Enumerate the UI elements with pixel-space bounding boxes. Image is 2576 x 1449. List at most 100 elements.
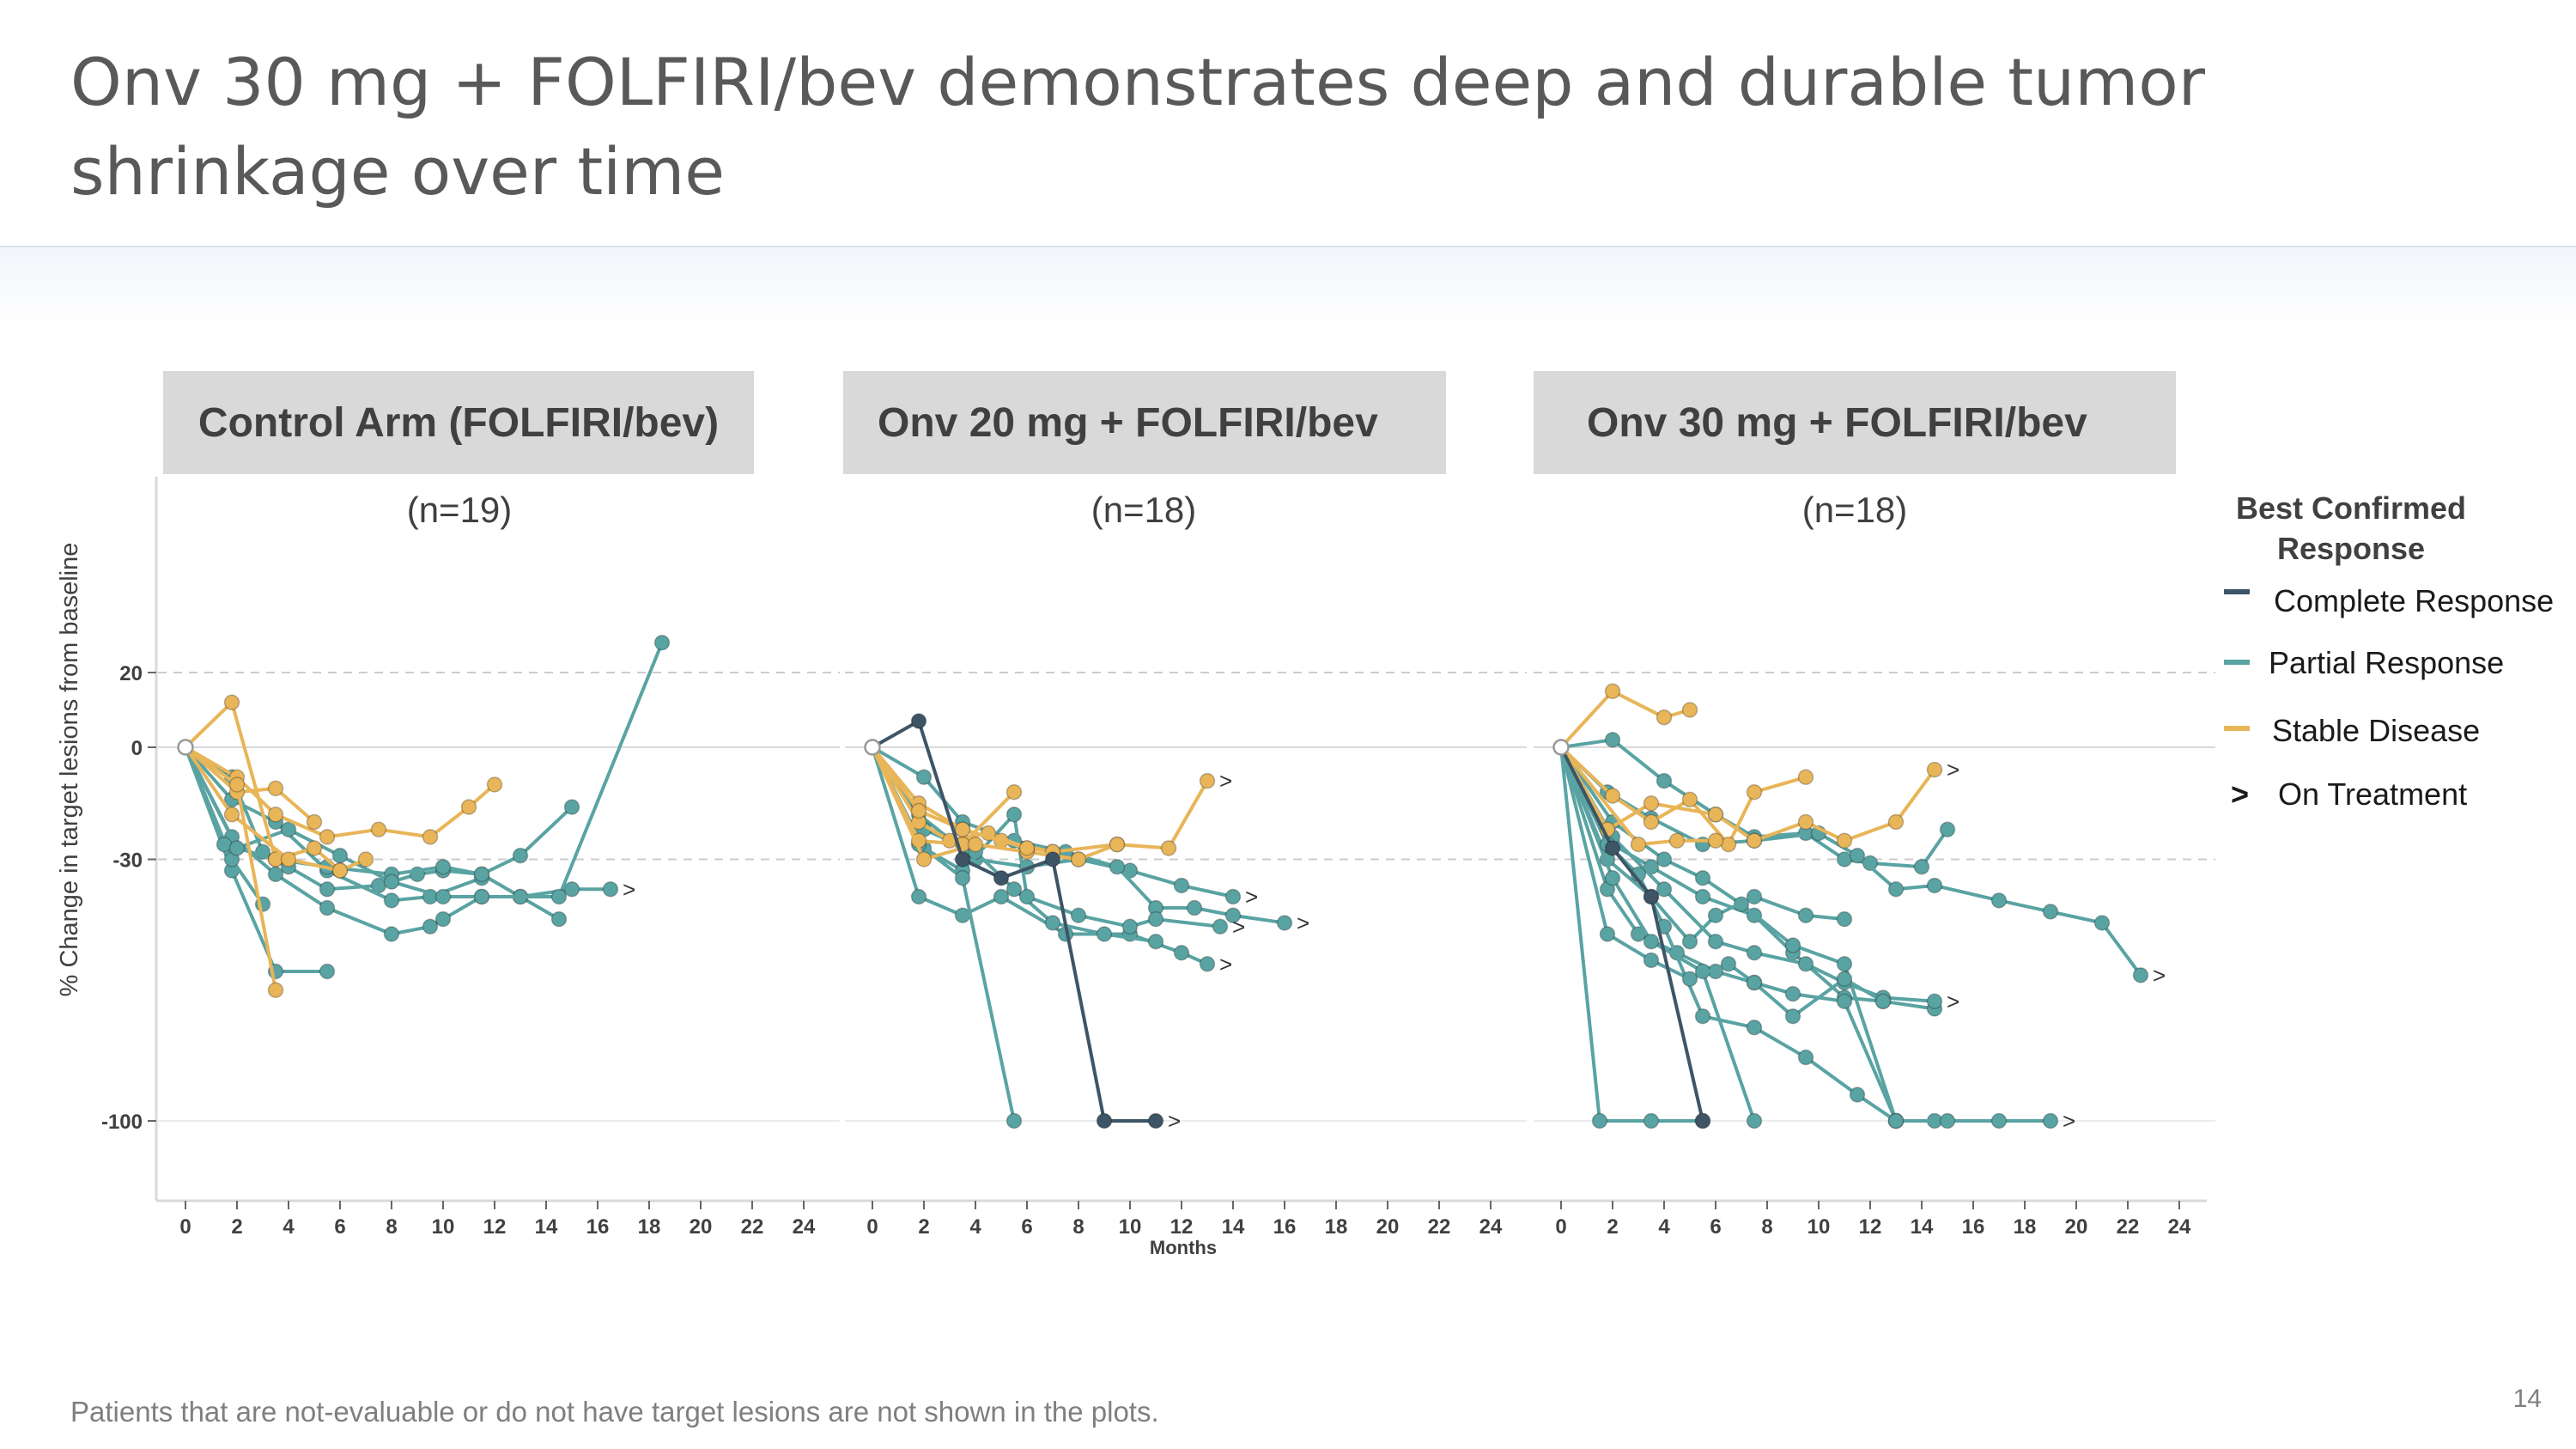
- patient-point: [1005, 783, 1023, 801]
- patient-point: [1224, 888, 1242, 905]
- patient-point: [1096, 1112, 1113, 1129]
- patient-point: [331, 862, 349, 879]
- patient-point: [1681, 702, 1698, 718]
- x-axis-title: Months: [1150, 1237, 1217, 1258]
- patient-point: [954, 851, 971, 868]
- patient-point: [267, 866, 284, 883]
- panel-header-onv30: Onv 30 mg + FOLFIRI/bev: [1534, 371, 2176, 474]
- patient-point: [1746, 1020, 1763, 1036]
- patient-point: [2093, 915, 2111, 931]
- patient-point: [1797, 956, 1814, 972]
- patient-point: [280, 821, 297, 837]
- patient-point: [1707, 832, 1724, 849]
- patient-point: [1604, 788, 1621, 804]
- patient-point: [2042, 904, 2059, 920]
- on-treatment-marker: >: [1947, 989, 1959, 1014]
- on-treatment-marker: >: [2153, 962, 2166, 988]
- patient-point: [1656, 709, 1673, 726]
- patient-point: [1018, 888, 1036, 905]
- patient-line: [1559, 689, 1691, 749]
- patient-point: [434, 910, 452, 928]
- patient-point: [1643, 888, 1660, 905]
- x-tick-label: 22: [1428, 1215, 1451, 1239]
- y-tick-label: -30: [112, 849, 143, 873]
- legend-swatch-complete: [2224, 589, 2250, 594]
- patient-point: [954, 870, 971, 886]
- patient-point: [383, 874, 400, 890]
- patient-point: [1746, 1112, 1763, 1129]
- panel-header-control: Control Arm (FOLFIRI/bev): [163, 371, 754, 474]
- patient-point: [1784, 1008, 1801, 1025]
- patient-point: [486, 776, 503, 793]
- patient-point: [1784, 937, 1801, 953]
- x-tick-label: 14: [1911, 1215, 1934, 1239]
- patient-point: [602, 881, 619, 898]
- patient-line: [872, 719, 1156, 1123]
- patient-point: [1797, 769, 1814, 786]
- x-tick-label: 16: [1273, 1215, 1297, 1239]
- x-tick-label: 0: [179, 1215, 191, 1239]
- baseline-point: [177, 739, 194, 756]
- panel-title-control: Control Arm (FOLFIRI/bev): [197, 399, 720, 446]
- patient-line: [1559, 746, 1716, 847]
- patient-point: [2132, 967, 2149, 983]
- legend-label-on-treatment: On Treatment: [2278, 776, 2468, 812]
- x-tick-label: 10: [1807, 1215, 1831, 1239]
- panel-header-onv20: Onv 20 mg + FOLFIRI/bev: [843, 371, 1446, 474]
- patient-point: [1018, 840, 1036, 856]
- patient-point: [1862, 855, 1879, 872]
- patient-point: [1836, 993, 1853, 1010]
- patient-point: [1643, 813, 1660, 831]
- patient-point: [1643, 1112, 1660, 1129]
- patient-point: [319, 899, 336, 916]
- patient-point: [1599, 926, 1616, 942]
- patient-point: [563, 799, 580, 815]
- legend-label-stable: Stable Disease: [2272, 713, 2481, 748]
- patient-point: [1797, 907, 1814, 923]
- patient-point: [1926, 877, 1943, 894]
- patient-point: [228, 840, 246, 856]
- patient-point: [1224, 907, 1242, 923]
- footnote: Patients that are not-evaluable or do no…: [70, 1396, 1159, 1428]
- patient-point: [1694, 888, 1711, 905]
- patient-point: [1746, 945, 1763, 961]
- patient-point: [910, 713, 927, 729]
- panel-n-control: (n=19): [406, 490, 513, 530]
- patient-point: [1109, 836, 1126, 853]
- patient-line: [871, 746, 1028, 850]
- panel-n-onv20: (n=18): [1091, 490, 1197, 530]
- patient-point: [1836, 956, 1853, 972]
- patient-point: [1604, 840, 1621, 856]
- y-tick-label: -100: [101, 1111, 143, 1134]
- x-tick-label: 16: [1962, 1215, 1985, 1239]
- on-treatment-marker: >: [2063, 1108, 2075, 1134]
- patient-point: [1044, 851, 1061, 868]
- panel-title-onv30: Onv 30 mg + FOLFIRI/bev: [1587, 399, 2087, 446]
- patient-point: [1746, 974, 1763, 991]
- x-tick-label: 20: [2065, 1215, 2088, 1239]
- patient-point: [967, 836, 984, 853]
- x-tick-label: 12: [1170, 1215, 1194, 1239]
- patient-point: [1643, 795, 1660, 812]
- patient-point: [1005, 807, 1023, 823]
- patient-point: [1849, 1087, 1866, 1103]
- x-tick-label: 20: [690, 1215, 713, 1239]
- patient-point: [1694, 1008, 1711, 1025]
- patient-point: [331, 847, 349, 864]
- patient-point: [1694, 870, 1711, 886]
- patient-point: [319, 829, 336, 845]
- patient-point: [383, 926, 400, 942]
- patient-point: [1874, 993, 1892, 1010]
- patient-point: [357, 851, 374, 868]
- patient-point: [1681, 933, 1698, 950]
- legend-label-complete: Complete Response: [2274, 583, 2555, 618]
- patient-point: [1746, 888, 1763, 905]
- x-tick-label: 4: [283, 1215, 295, 1239]
- patient-point: [1887, 813, 1905, 831]
- patient-point: [2042, 1112, 2059, 1129]
- patient-point: [473, 866, 490, 883]
- y-axis-title: % Change in target lesions from baseline: [56, 543, 83, 997]
- patient-point: [993, 870, 1010, 886]
- patient-point: [280, 851, 297, 868]
- patient-point: [267, 982, 284, 998]
